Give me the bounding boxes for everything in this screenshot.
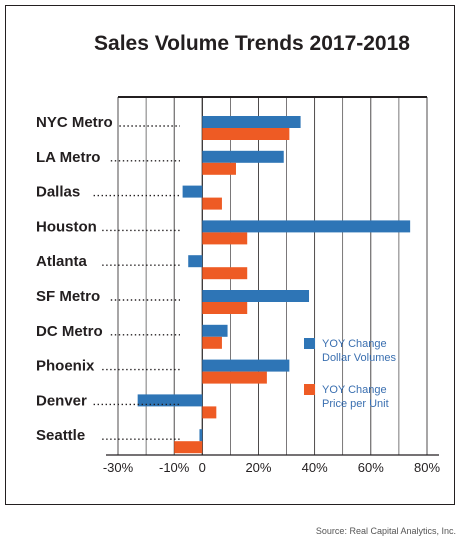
x-tick-label: 40%	[302, 460, 328, 475]
source-note: Source: Real Capital Analytics, Inc.	[315, 526, 456, 536]
bar-price-per-unit	[202, 336, 222, 349]
category-label: Atlanta	[36, 253, 87, 270]
bar-price-per-unit	[202, 267, 248, 280]
bar-price-per-unit	[174, 441, 203, 454]
ticks-layer: -30% -10% 0 20% 40% 60% 80%	[103, 460, 441, 475]
legend-label: YOY Change	[322, 338, 387, 350]
category-label: Phoenix	[36, 358, 95, 375]
bar-price-per-unit	[202, 128, 290, 140]
chart-title: Sales Volume Trends 2017-2018	[94, 32, 410, 55]
legend-swatch	[304, 384, 315, 395]
legend-swatch	[304, 338, 315, 349]
bar-price-per-unit	[202, 162, 236, 175]
legend-label: Dollar Volumes	[322, 352, 396, 364]
bar-dollar-volume	[202, 150, 284, 163]
category-label: NYC Metro	[36, 114, 113, 131]
bar-dollar-volume	[199, 429, 203, 442]
bar-dollar-volume	[202, 220, 411, 233]
x-tick-label: -10%	[159, 460, 190, 475]
bar-dollar-volume	[202, 324, 228, 337]
legend-label: Price per Unit	[322, 398, 389, 410]
category-label: DC Metro	[36, 323, 103, 340]
bar-dollar-volume	[202, 359, 290, 372]
bars-layer	[137, 116, 411, 454]
x-tick-label: 0	[199, 460, 206, 475]
x-tick-label: -30%	[103, 460, 134, 475]
bar-price-per-unit	[202, 406, 217, 419]
category-label: SF Metro	[36, 288, 100, 305]
category-label: Houston	[36, 218, 97, 235]
bar-price-per-unit	[202, 232, 248, 245]
legend-layer: YOY Change Dollar Volumes YOY Change Price …	[304, 338, 396, 410]
chart-frame	[5, 5, 455, 505]
category-label: Seattle	[36, 427, 85, 444]
x-tick-label: 20%	[245, 460, 271, 475]
bar-dollar-volume	[202, 116, 301, 128]
x-tick-label: 60%	[358, 460, 384, 475]
bar-price-per-unit	[202, 302, 248, 314]
category-label: Dallas	[36, 184, 80, 201]
category-label: Denver	[36, 392, 87, 409]
bar-dollar-volume	[202, 290, 310, 302]
category-label: LA Metro	[36, 149, 100, 166]
x-tick-label: 80%	[414, 460, 440, 475]
bar-price-per-unit	[202, 371, 267, 384]
bar-dollar-volume	[188, 255, 203, 268]
legend-label: YOY Change	[322, 384, 387, 396]
bar-price-per-unit	[202, 197, 222, 210]
labels-layer: NYC Metro LA Metro Dallas Houston Atlanta SF …	[36, 114, 180, 444]
bar-dollar-volume	[182, 185, 203, 198]
bar-dollar-volume	[137, 394, 203, 407]
